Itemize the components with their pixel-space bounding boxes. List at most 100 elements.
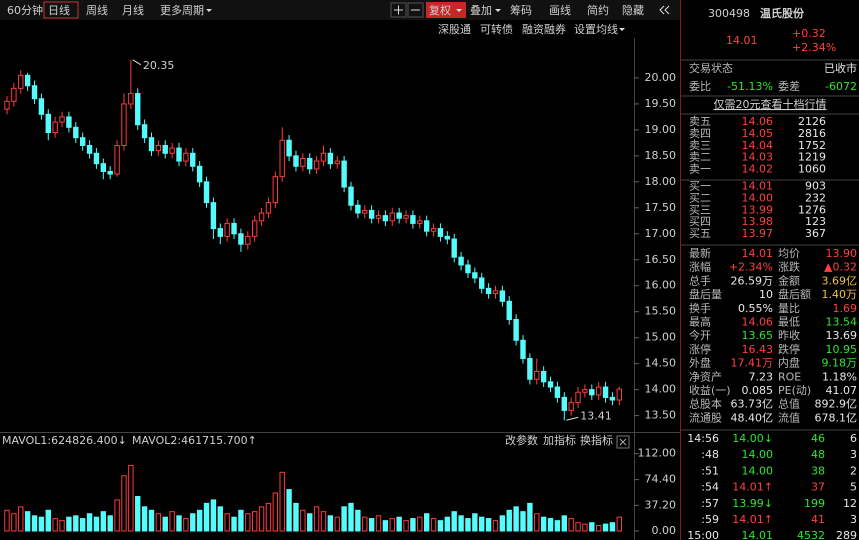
stock-code: 300498 [708, 7, 750, 20]
tick-count: 12 [843, 497, 857, 510]
volume-bar [410, 518, 416, 532]
tick-price: 14.01↑ [732, 481, 773, 494]
candle-body [11, 87, 17, 102]
dropdown-caret [456, 9, 462, 12]
candle-body [520, 339, 526, 359]
candle-body [430, 228, 437, 232]
period-tab[interactable]: 周线 [86, 3, 108, 17]
volume-bar [238, 509, 244, 532]
close-indicator[interactable] [616, 435, 630, 449]
book-volume: 2816 [798, 127, 826, 140]
ratio-label: 委比 [689, 80, 711, 93]
indicator-button[interactable]: 换指标 [580, 433, 613, 447]
period-tab[interactable]: 60分钟 [7, 3, 43, 17]
tool-button[interactable]: 简约 [587, 3, 609, 17]
candle-body [52, 121, 58, 134]
book-price: 13.97 [742, 227, 774, 240]
volume-bar [272, 492, 279, 532]
indicator-button[interactable]: 加指标 [543, 433, 576, 447]
stat-label: 金额 [778, 273, 800, 287]
stat-label: 量比 [778, 302, 800, 315]
period-tab[interactable]: 日线 [48, 3, 70, 17]
volume-bar [389, 518, 395, 532]
chart-link[interactable]: 设置均线 [574, 22, 618, 36]
stat-label: 今开 [689, 328, 711, 342]
candle-body [286, 139, 292, 157]
candle-body [479, 277, 485, 289]
stat-value: 17.41万 [731, 357, 774, 370]
tick-price: 14.00 [742, 464, 774, 477]
candle-body [465, 264, 471, 274]
volume-bar [176, 515, 182, 532]
stat-value: 9.18万 [822, 357, 858, 370]
candle-body [100, 163, 107, 172]
tool-button[interactable]: 隐藏 [622, 4, 644, 17]
period-tab[interactable]: 月线 [122, 3, 144, 17]
volume-bar [485, 518, 492, 532]
stat-label: 昨收 [778, 328, 800, 342]
collapse-icon[interactable] [659, 5, 670, 15]
book-price: 14.05 [742, 127, 774, 140]
stat-value: 7.23 [749, 370, 774, 383]
volume-bar [258, 506, 265, 532]
tool-button[interactable]: 筹码 [510, 3, 532, 17]
candle-body [513, 319, 519, 341]
status-label: 交易状态 [689, 61, 733, 75]
indicator-button[interactable]: 改参数 [505, 433, 538, 447]
tick-time: :48 [701, 448, 719, 461]
candle-body [141, 124, 148, 139]
volume-bar [609, 522, 616, 532]
book-label: 卖五 [689, 115, 711, 128]
chart-link[interactable]: 融资融券 [522, 22, 566, 36]
tool-button[interactable]: 叠加 [470, 4, 492, 17]
candle-body [389, 212, 395, 222]
volume-bar [66, 516, 72, 532]
stat-value: 10 [759, 288, 773, 301]
y-tick-label: 20.00 [645, 71, 677, 84]
book-price: 14.00 [742, 191, 774, 204]
tool-button[interactable]: 复权 [429, 3, 451, 17]
tool-active [426, 2, 466, 18]
tick-count: 6 [850, 432, 857, 445]
candle-body [458, 256, 464, 266]
tick-count: 3 [850, 448, 857, 461]
volume-bar [245, 513, 251, 532]
candle-body [245, 235, 251, 245]
tool-button[interactable]: 画线 [549, 3, 571, 17]
volume-bar [107, 515, 113, 532]
volume-bar [24, 511, 31, 532]
tick-count: 289 [836, 529, 857, 540]
book-price: 13.98 [742, 215, 774, 228]
candle-body [251, 220, 258, 237]
stat-label: 最高 [689, 315, 711, 329]
tick-volume: 46 [811, 432, 825, 445]
volume-bar [183, 518, 189, 532]
book-volume: 2126 [798, 115, 826, 128]
volume-bar [451, 511, 457, 532]
stat-label: PE(动) [778, 384, 811, 397]
candle-body [348, 186, 354, 206]
volume-bar [382, 520, 389, 532]
candle-body [265, 202, 272, 214]
candle-body [609, 396, 616, 401]
candle-body [114, 144, 120, 175]
chart-link[interactable]: 可转债 [480, 22, 513, 36]
chart-link[interactable]: 深股通 [438, 23, 471, 36]
volume-bar [616, 516, 623, 532]
volume-bar [437, 520, 444, 532]
tick-time: :54 [701, 481, 719, 494]
stat-label: 流值 [778, 410, 800, 424]
upsell-banner[interactable]: 仅需20元查看十档行情 [714, 97, 827, 111]
book-price: 14.06 [742, 115, 774, 128]
volume-bar [45, 509, 51, 532]
book-volume: 1060 [798, 163, 826, 176]
y-tick-label: 16.50 [645, 253, 677, 266]
candle-body [492, 290, 499, 295]
zoom-buttons[interactable] [390, 2, 424, 18]
volume-bar [458, 515, 464, 532]
candle-body [568, 402, 574, 411]
stat-value: 1.69 [833, 302, 858, 315]
period-tab[interactable]: 更多周期 [160, 3, 204, 17]
volume-bar [162, 516, 168, 532]
book-label: 卖一 [689, 163, 711, 176]
